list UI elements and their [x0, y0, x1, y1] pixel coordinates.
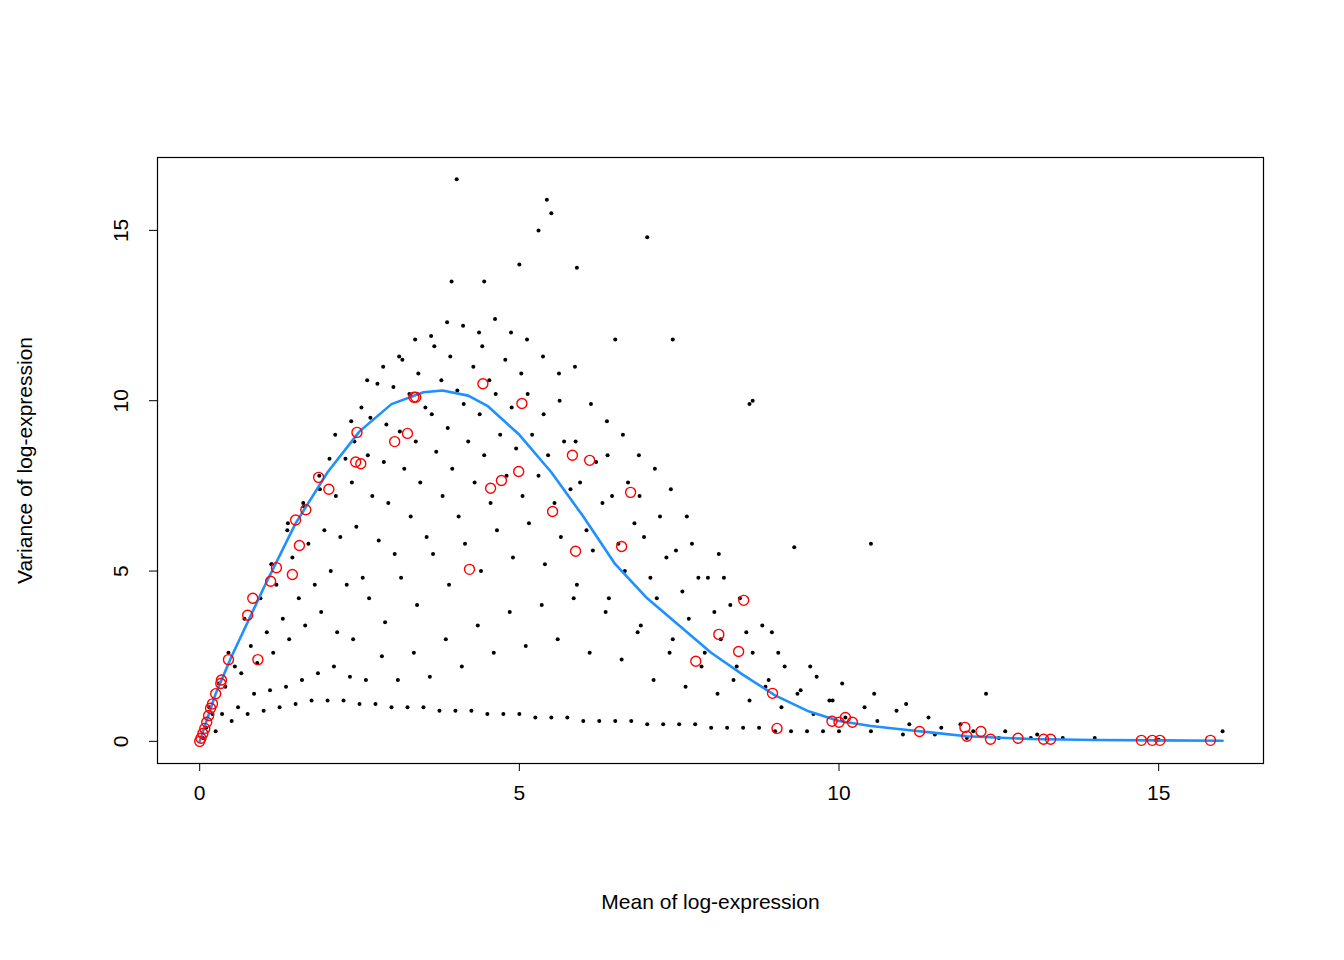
svg-text:10: 10: [109, 389, 132, 412]
svg-text:0: 0: [109, 736, 132, 748]
svg-text:Mean of log-expression: Mean of log-expression: [601, 890, 819, 913]
svg-text:5: 5: [109, 565, 132, 577]
svg-text:5: 5: [514, 781, 526, 804]
svg-text:Variance of log-expression: Variance of log-expression: [13, 337, 36, 584]
svg-text:15: 15: [109, 219, 132, 242]
svg-text:10: 10: [827, 781, 850, 804]
svg-text:0: 0: [194, 781, 206, 804]
svg-text:15: 15: [1147, 781, 1170, 804]
